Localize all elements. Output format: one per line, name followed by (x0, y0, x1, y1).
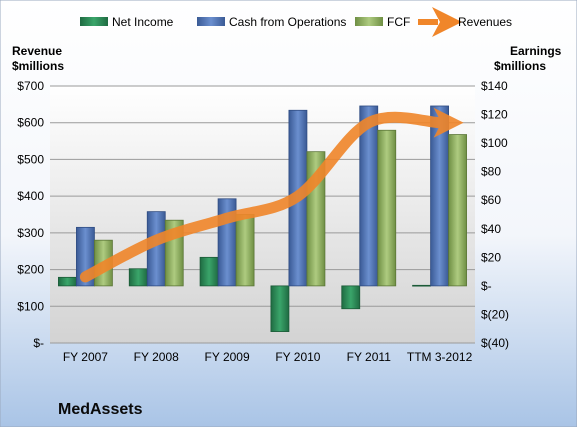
x-tick-label: FY 2009 (205, 350, 250, 364)
revenue-line-group (79, 107, 464, 283)
x-tick-label: FY 2007 (63, 350, 108, 364)
chart-title: MedAssets (58, 401, 143, 418)
right-axis-title-line2: $millions (494, 59, 546, 73)
left-tick-label: $600 (17, 116, 44, 130)
right-tick-label: $140 (481, 79, 508, 93)
right-tick-label: $100 (481, 136, 508, 150)
revenues-line (79, 107, 464, 283)
right-tick-label: $20 (481, 250, 501, 264)
legend-swatch-cash-from-operations (197, 17, 225, 26)
right-tick-label: $(40) (481, 336, 509, 350)
right-tick-label: $120 (481, 108, 508, 122)
bar-net-income (58, 276, 77, 287)
bar-cash-from-operations (430, 105, 449, 287)
right-tick-label: $- (481, 279, 492, 293)
legend: Net Income Cash from Operations FCF Reve… (80, 7, 512, 37)
right-tick-label: $60 (481, 193, 501, 207)
bars (58, 105, 467, 332)
left-tick-label: $500 (17, 152, 44, 166)
right-axis-title-line1: Earnings (510, 44, 562, 58)
left-tick-label: $200 (17, 263, 44, 277)
legend-label-revenues: Revenues (458, 15, 512, 29)
legend-swatch-net-income (80, 17, 108, 26)
right-axis-ticks: $(40) $(20) $- $20 $40 $60 $80 $100 $120 $140 (481, 79, 509, 350)
right-tick-label: $80 (481, 165, 501, 179)
bar-fcf (377, 129, 397, 287)
left-tick-label: $- (33, 336, 44, 350)
bar-fcf (448, 134, 467, 287)
legend-label-cash-from-operations: Cash from Operations (229, 15, 346, 29)
right-tick-label: $40 (481, 222, 501, 236)
left-axis-ticks: $- $100 $200 $300 $400 $500 $600 $700 (17, 79, 44, 350)
left-axis-title-line1: Revenue (12, 44, 62, 58)
left-axis-title-line2: $millions (12, 59, 64, 73)
x-tick-label: FY 2008 (134, 350, 179, 364)
legend-label-fcf: FCF (387, 15, 410, 29)
left-tick-label: $300 (17, 226, 44, 240)
bar-fcf (235, 214, 255, 287)
x-tick-label: FY 2010 (275, 350, 320, 364)
bar-net-income (341, 285, 361, 310)
right-tick-label: $(20) (481, 307, 509, 321)
bar-net-income (412, 284, 431, 287)
bar-net-income (270, 285, 290, 332)
left-tick-label: $400 (17, 189, 44, 203)
bar-net-income (128, 268, 148, 287)
left-tick-label: $100 (17, 299, 44, 313)
x-axis-labels: FY 2007 FY 2008 FY 2009 FY 2010 FY 2011 TTM 3… (63, 350, 473, 364)
x-tick-label: TTM 3-2012 (407, 350, 473, 364)
legend-swatch-fcf (355, 17, 383, 26)
x-tick-label: FY 2011 (347, 350, 392, 364)
left-tick-label: $700 (17, 79, 44, 93)
bar-net-income (199, 256, 219, 287)
legend-label-net-income: Net Income (112, 15, 174, 29)
